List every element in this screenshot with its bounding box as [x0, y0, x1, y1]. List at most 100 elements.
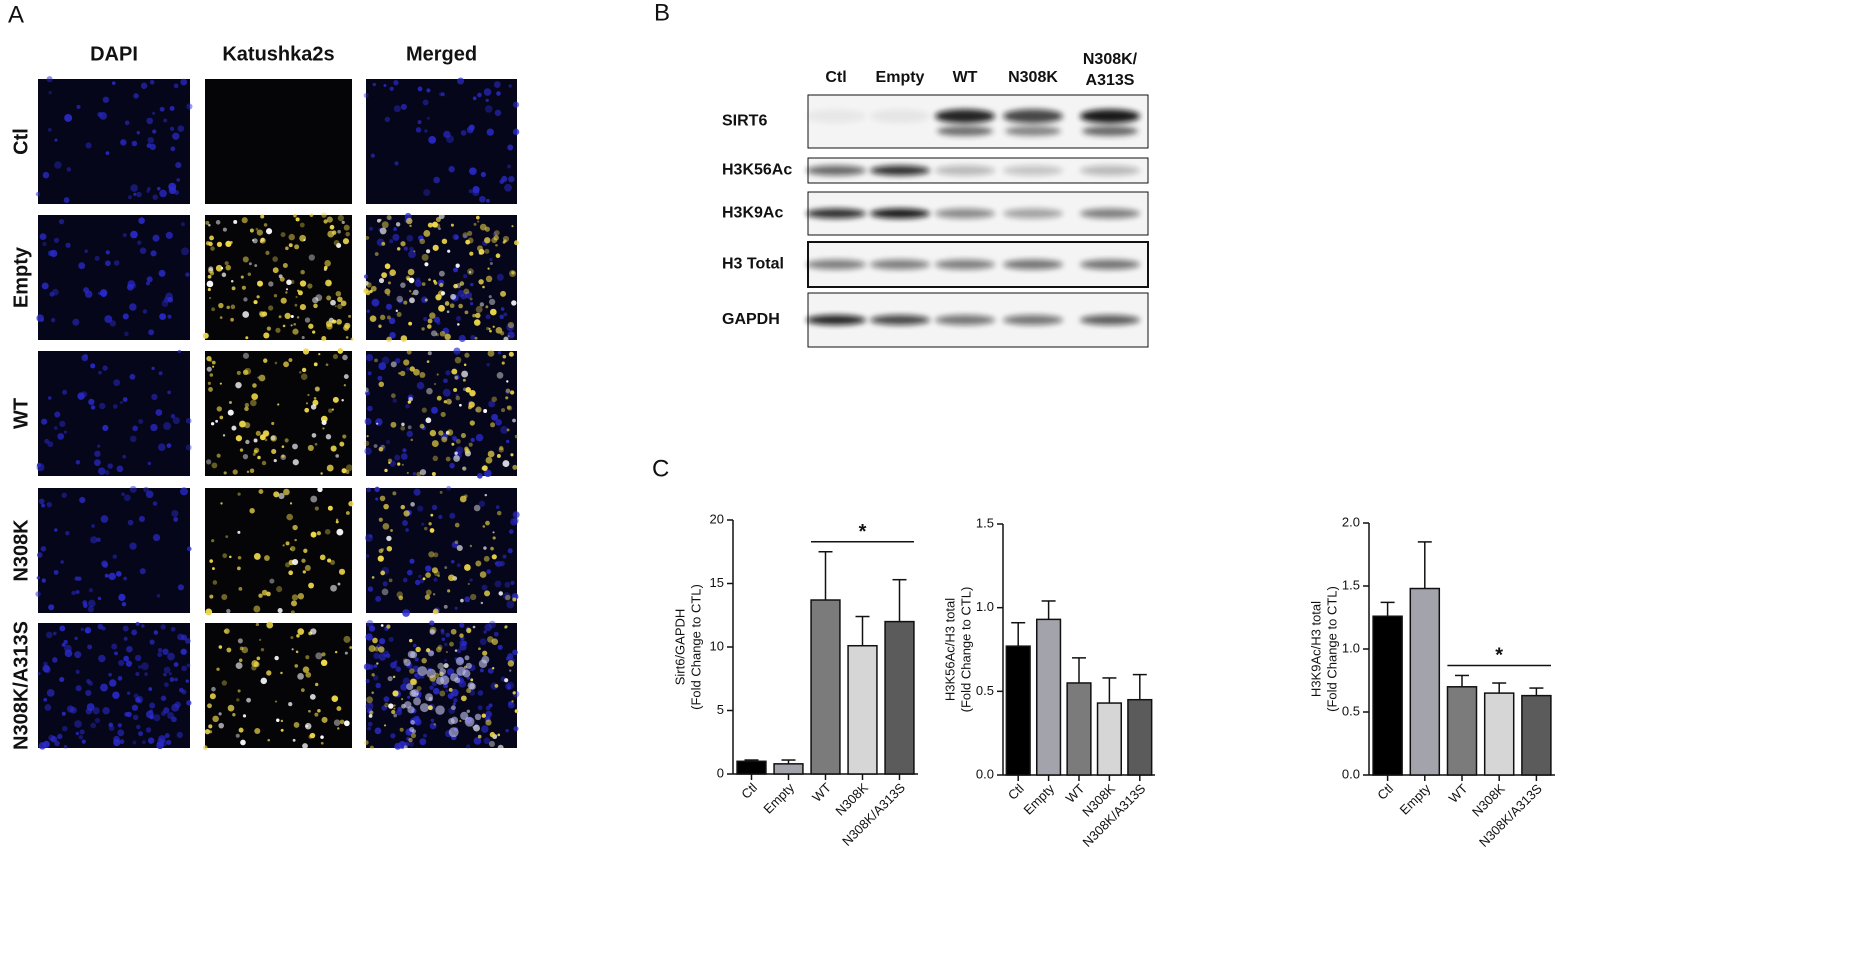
fluorescent-cell	[326, 464, 334, 472]
nucleus	[379, 638, 386, 645]
fluorescent-cell	[212, 580, 218, 585]
nucleus	[494, 561, 499, 566]
nucleus	[41, 578, 46, 583]
fluorescent-cell	[419, 372, 426, 378]
lane-label: Empty	[876, 69, 925, 86]
fluorescent-cell	[334, 650, 338, 654]
fluorescent-cell	[401, 698, 404, 701]
fluorescent-cell	[512, 464, 518, 470]
fluorescent-cell	[206, 459, 212, 465]
nucleus	[129, 303, 137, 311]
merged-cell	[406, 683, 414, 691]
micrograph	[202, 621, 353, 751]
nucleus	[499, 314, 504, 320]
fluorescent-cell	[252, 383, 257, 388]
nucleus	[386, 439, 390, 444]
nucleus	[369, 226, 374, 231]
nucleus	[385, 303, 393, 310]
fluorescent-cell	[292, 443, 298, 450]
fluorescent-cell	[339, 441, 345, 447]
fluorescent-cell	[291, 594, 299, 601]
fluorescent-cell	[341, 399, 344, 402]
merged-cell	[404, 701, 412, 709]
fluorescent-cell	[492, 536, 496, 540]
nucleus	[132, 714, 139, 721]
fluorescent-cell	[387, 293, 390, 297]
nucleus	[373, 675, 379, 681]
fluorescent-cell	[209, 559, 213, 563]
nucleus	[160, 739, 168, 747]
nucleus	[181, 247, 190, 256]
nucleus	[63, 430, 67, 434]
fluorescent-cell	[216, 406, 222, 412]
fluorescent-cell	[514, 709, 519, 713]
fluorescent-cell	[337, 727, 340, 730]
nucleus	[172, 417, 180, 425]
fluorescent-cell	[218, 302, 224, 309]
nucleus	[506, 681, 515, 690]
fluorescent-cell	[304, 407, 310, 413]
fluorescent-cell	[344, 651, 348, 655]
fluorescent-cell	[433, 382, 437, 386]
fluorescent-cell	[387, 458, 392, 463]
nucleus	[469, 167, 477, 176]
fluorescent-cell	[421, 657, 427, 664]
nucleus	[59, 625, 66, 632]
fluorescent-cell	[282, 544, 285, 547]
fluorescent-cell	[322, 427, 325, 430]
fluorescent-cell	[427, 318, 433, 324]
fluorescent-cell	[506, 380, 509, 383]
fluorescent-cell	[223, 471, 227, 475]
fluorescent-cell	[463, 288, 470, 295]
nucleus	[177, 584, 184, 591]
fluorescent-cell	[488, 740, 496, 748]
nucleus	[60, 560, 64, 564]
nucleus	[417, 86, 423, 92]
fluorescent-cell	[209, 730, 213, 734]
nucleus	[366, 487, 371, 493]
fluorescent-cell	[272, 267, 279, 274]
fluorescent-cell	[374, 358, 378, 363]
fluorescent-cell	[511, 225, 514, 228]
merged-cell	[474, 713, 482, 721]
fluorescent-cell	[216, 667, 220, 671]
fluorescent-cell	[486, 326, 490, 331]
nucleus	[102, 706, 110, 715]
fluorescent-cell	[481, 466, 486, 471]
nucleus	[149, 702, 156, 709]
fluorescent-cell	[273, 491, 280, 498]
fluorescent-cell	[386, 545, 393, 552]
fluorescent-cell	[502, 354, 507, 359]
nucleus	[507, 653, 514, 660]
nucleus	[138, 217, 145, 224]
nucleus	[369, 534, 373, 538]
fluorescent-cell	[295, 217, 300, 222]
fluorescent-cell	[282, 324, 286, 328]
fluorescent-cell	[392, 690, 399, 697]
fluorescent-cell	[312, 399, 319, 406]
nucleus	[488, 703, 493, 708]
fluorescent-cell	[510, 390, 515, 395]
nucleus	[43, 666, 51, 674]
nucleus	[166, 739, 172, 745]
panel-label: B	[654, 0, 670, 26]
nucleus	[464, 291, 473, 299]
fluorescent-cell	[211, 462, 218, 469]
merged-cell	[413, 697, 421, 706]
fluorescent-cell	[310, 531, 317, 538]
fluorescent-cell	[268, 305, 274, 311]
nucleus	[84, 627, 92, 634]
band-label: H3K56Ac	[722, 162, 792, 179]
fluorescent-cell	[337, 214, 344, 222]
fluorescent-cell	[295, 650, 299, 654]
fluorescent-cell	[218, 712, 222, 716]
fluorescent-cell	[378, 548, 384, 554]
fluorescent-cell	[386, 215, 392, 220]
nucleus	[368, 625, 376, 632]
nucleus	[153, 630, 159, 635]
fluorescent-cell	[266, 621, 274, 629]
fluorescent-cell	[393, 713, 398, 718]
nucleus	[62, 725, 68, 732]
fluorescent-cell	[427, 222, 433, 228]
nucleus	[383, 84, 387, 88]
